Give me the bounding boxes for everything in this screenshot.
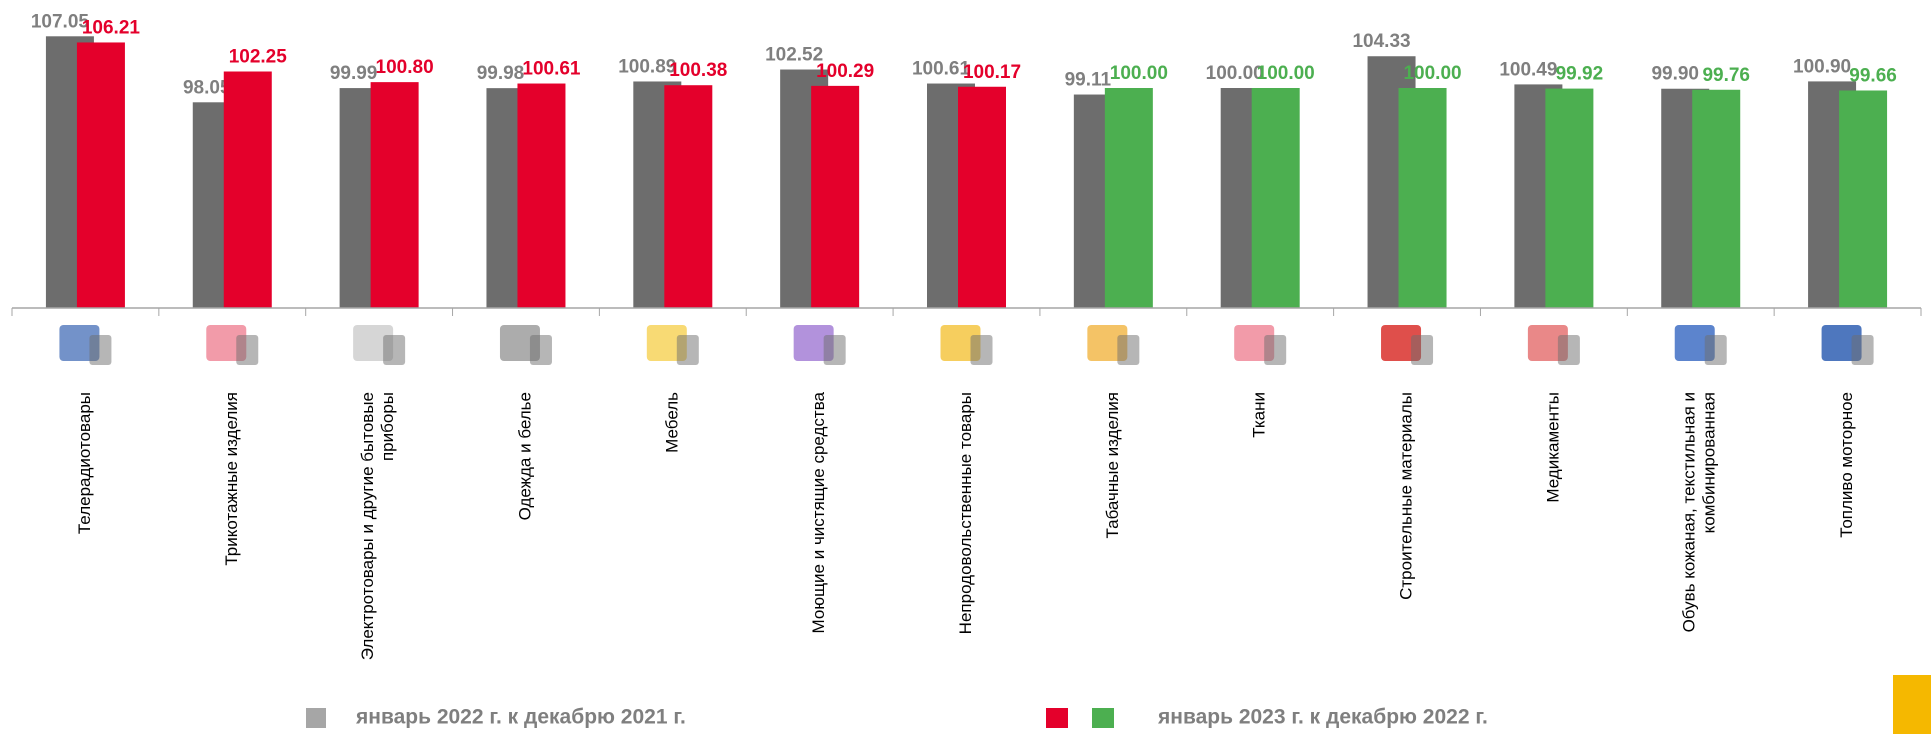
x-tick-label: Непродовольственные товары xyxy=(956,392,975,634)
icon-shape xyxy=(1558,335,1580,365)
value-label: 100.29 xyxy=(816,61,874,82)
value-label: 99.99 xyxy=(330,63,378,84)
category-icon xyxy=(1528,325,1580,365)
icon-shape xyxy=(1705,335,1727,365)
value-label: 100.61 xyxy=(522,59,581,80)
value-label: 100.00 xyxy=(1257,63,1315,84)
icon-shape xyxy=(677,335,699,365)
value-label: 106.21 xyxy=(82,17,141,38)
value-label: 102.25 xyxy=(229,47,288,68)
icon-shape xyxy=(971,335,993,365)
icon-shape xyxy=(1852,335,1874,365)
value-label: 100.00 xyxy=(1206,63,1264,84)
value-label: 99.66 xyxy=(1849,65,1897,86)
bar xyxy=(1252,88,1300,308)
value-label: 100.00 xyxy=(1403,63,1461,84)
legend-swatch xyxy=(1046,708,1068,728)
category-icon xyxy=(59,325,111,365)
value-label: 100.61 xyxy=(912,59,971,80)
icon-shape xyxy=(383,335,405,365)
bar xyxy=(371,82,419,308)
category-icon xyxy=(500,325,552,365)
category-icon xyxy=(1675,325,1727,365)
category-icon xyxy=(353,325,405,365)
value-label: 107.05 xyxy=(31,11,90,32)
category-icon xyxy=(941,325,993,365)
corner-badge xyxy=(1893,675,1931,734)
x-tick-label: Моющие и чистящие средства xyxy=(809,391,828,633)
icon-shape xyxy=(236,335,258,365)
value-label: 99.11 xyxy=(1065,70,1112,91)
value-label: 100.49 xyxy=(1499,59,1557,80)
value-label: 100.17 xyxy=(963,62,1021,83)
category-icon xyxy=(794,325,846,365)
x-tick-label: Одежда и белье xyxy=(515,392,534,520)
bar xyxy=(664,85,712,308)
category-icon xyxy=(206,325,258,365)
icon-shape xyxy=(824,335,846,365)
bar xyxy=(1839,90,1887,308)
value-label: 104.33 xyxy=(1352,31,1410,52)
x-tick-label: Медикаменты xyxy=(1543,392,1562,503)
value-label: 100.38 xyxy=(669,60,727,81)
value-label: 99.98 xyxy=(477,63,525,84)
page: 107.0598.0599.9999.98100.89102.52100.619… xyxy=(0,0,1931,734)
bar xyxy=(77,42,125,308)
value-label: 100.00 xyxy=(1110,63,1168,84)
bar xyxy=(1692,90,1740,308)
bar xyxy=(958,87,1006,308)
category-icon xyxy=(1822,325,1874,365)
category-icon xyxy=(647,325,699,365)
x-tick-label: Топливо моторное xyxy=(1837,392,1856,538)
bar xyxy=(1399,88,1447,308)
value-label: 102.52 xyxy=(765,45,823,66)
icon-shape xyxy=(530,335,552,365)
bar xyxy=(224,72,272,309)
category-icon xyxy=(1087,325,1139,365)
x-tick-label: Табачные изделия xyxy=(1103,392,1122,539)
x-tick-label: Телерадиотовары xyxy=(75,392,94,534)
bar xyxy=(517,84,565,308)
legend-label: январь 2022 г. к декабрю 2021 г. xyxy=(355,706,686,729)
icon-shape xyxy=(1411,335,1433,365)
value-label: 99.90 xyxy=(1651,64,1699,85)
icon-shape xyxy=(1264,335,1286,365)
category-icon xyxy=(1381,325,1433,365)
bar xyxy=(1105,88,1153,308)
x-tick-label: Мебель xyxy=(662,392,681,453)
x-tick-label: Электротовары и другие бытовые приборы xyxy=(359,392,398,660)
value-label: 99.92 xyxy=(1556,64,1604,85)
bar xyxy=(811,86,859,308)
x-tick-label: Ткани xyxy=(1250,392,1269,438)
x-tick-label: Строительные материалы xyxy=(1397,392,1416,600)
icon-shape xyxy=(1117,335,1139,365)
legend-swatch xyxy=(1092,708,1114,728)
x-tick-label: Обувь кожаная, текстильная и комбинирова… xyxy=(1680,392,1719,632)
value-label: 100.80 xyxy=(376,57,434,78)
bar xyxy=(1545,89,1593,308)
legend-swatch xyxy=(306,708,326,728)
chart: 107.0598.0599.9999.98100.89102.52100.619… xyxy=(0,0,1931,734)
icon-shape xyxy=(89,335,111,365)
value-label: 100.90 xyxy=(1793,56,1851,77)
legend-label: январь 2023 г. к декабрю 2022 г. xyxy=(1157,706,1488,729)
value-label: 99.76 xyxy=(1702,65,1750,86)
value-label: 100.89 xyxy=(618,56,676,77)
category-icon xyxy=(1234,325,1286,365)
x-tick-label: Трикотажные изделия xyxy=(222,392,241,566)
